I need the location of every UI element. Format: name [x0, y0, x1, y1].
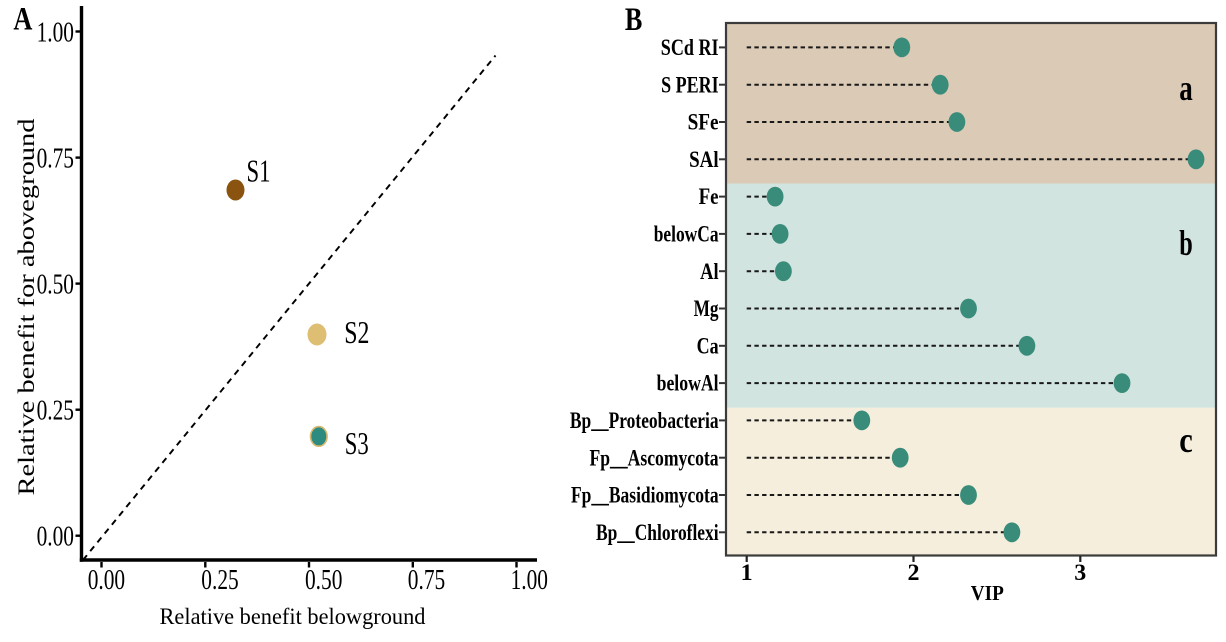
svg-text:belowCa: belowCa [654, 222, 719, 247]
svg-text:Ca: Ca [697, 333, 719, 358]
svg-text:Fe: Fe [699, 184, 719, 209]
svg-text:belowAl: belowAl [657, 371, 719, 396]
svg-text:0.00: 0.00 [88, 564, 125, 596]
svg-text:S PERI: S PERI [661, 72, 719, 97]
svg-text:VIP: VIP [971, 581, 1004, 605]
svg-text:1.00: 1.00 [511, 564, 548, 596]
svg-text:0.50: 0.50 [37, 268, 74, 300]
svg-text:0.75: 0.75 [408, 564, 445, 596]
svg-text:a: a [1179, 68, 1193, 108]
svg-text:Bp__Proteobacteria: Bp__Proteobacteria [570, 408, 719, 433]
svg-text:2: 2 [908, 560, 920, 585]
svg-text:Fp__Ascomycota: Fp__Ascomycota [590, 445, 719, 470]
svg-text:S2: S2 [344, 314, 369, 350]
svg-text:0.25: 0.25 [201, 564, 238, 596]
svg-text:0.50: 0.50 [305, 564, 342, 596]
svg-text:1.00: 1.00 [37, 16, 74, 48]
svg-text:SFe: SFe [688, 110, 719, 135]
svg-text:B: B [625, 2, 643, 38]
svg-text:Relative benefit belowground: Relative benefit belowground [160, 604, 426, 630]
svg-text:Fp__Basidiomycota: Fp__Basidiomycota [571, 483, 719, 508]
svg-text:0.00: 0.00 [37, 521, 74, 553]
svg-text:0.25: 0.25 [37, 395, 74, 427]
svg-text:S1: S1 [247, 152, 271, 188]
svg-text:3: 3 [1074, 560, 1086, 585]
svg-text:S3: S3 [345, 425, 369, 461]
svg-text:Mg: Mg [694, 296, 719, 321]
svg-text:SAl: SAl [689, 147, 719, 172]
svg-text:A: A [13, 1, 32, 37]
svg-text:1: 1 [741, 560, 753, 585]
svg-text:SCd RI: SCd RI [661, 35, 719, 60]
svg-text:0.75: 0.75 [37, 142, 74, 174]
svg-text:Bp__Chloroflexi: Bp__Chloroflexi [596, 520, 719, 545]
svg-text:Relative benefit for abovegrou: Relative benefit for aboveground [14, 118, 40, 495]
svg-text:Al: Al [700, 259, 719, 284]
svg-text:c: c [1179, 420, 1193, 460]
svg-text:b: b [1179, 223, 1193, 263]
